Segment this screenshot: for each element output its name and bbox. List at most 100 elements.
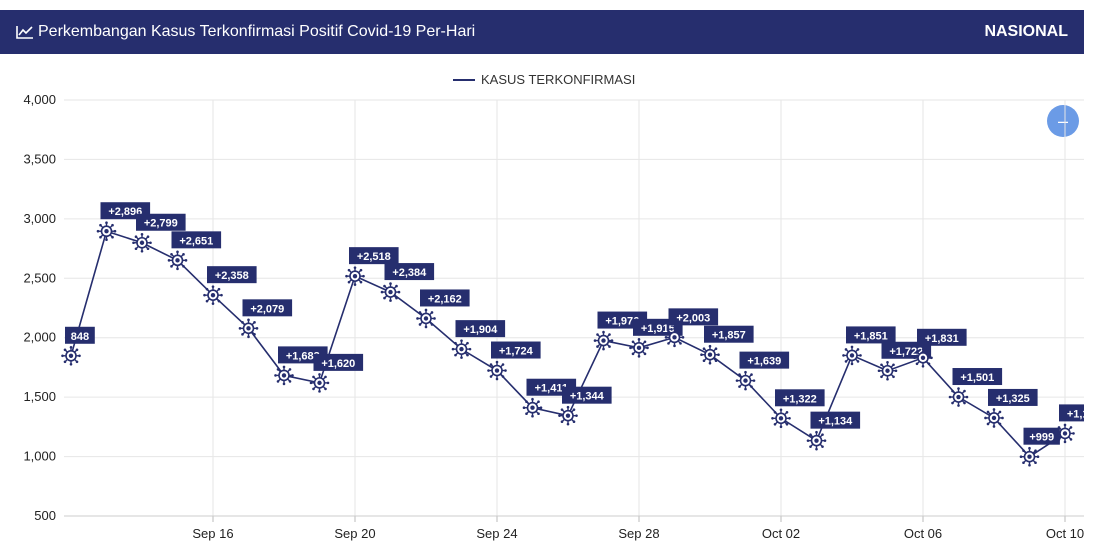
data-label-text: 848 (71, 331, 89, 343)
data-label-text: +2,384 (392, 267, 427, 279)
data-label: 848 (65, 326, 95, 344)
data-label-text: +2,896 (108, 206, 142, 218)
data-point (203, 285, 223, 305)
data-label-text: +1,722 (889, 346, 923, 358)
data-label-text: +999 (1029, 432, 1054, 444)
data-point (984, 408, 1004, 428)
data-point (309, 373, 330, 393)
x-tick-label: Sep 24 (476, 526, 517, 541)
minus-icon: – (1057, 110, 1068, 131)
data-point (61, 345, 81, 366)
data-point (842, 345, 862, 366)
data-label: +1,851 (846, 326, 896, 344)
header-title-group: Perkembangan Kasus Terkonfirmasi Positif… (16, 10, 475, 54)
data-point (451, 339, 472, 359)
data-label-text: +1,683 (286, 350, 320, 362)
data-point (167, 250, 188, 271)
data-label-text: +1,851 (854, 330, 888, 342)
data-point (877, 360, 898, 381)
data-label: +999 (1023, 427, 1060, 445)
data-label-text: +1,639 (747, 356, 781, 368)
data-label-text: +1,915 (641, 323, 675, 335)
data-point (274, 365, 294, 386)
scope-label: NASIONAL (984, 23, 1068, 40)
data-label: +2,162 (420, 289, 470, 307)
data-point (522, 397, 543, 418)
data-point (345, 266, 365, 286)
data-label: +2,079 (242, 299, 293, 317)
y-tick-label: 1,000 (23, 449, 56, 464)
data-point (132, 232, 152, 253)
y-tick-label: 500 (34, 508, 56, 523)
x-tick-label: Oct 10 (1046, 526, 1084, 541)
chart-header: Perkembangan Kasus Terkonfirmasi Positif… (0, 10, 1084, 54)
x-tick-label: Sep 16 (192, 526, 233, 541)
data-label: +2,384 (384, 263, 435, 281)
data-label-text: +1,195 (1067, 408, 1093, 420)
data-label-text: +2,518 (357, 251, 391, 263)
data-label-text: +2,799 (144, 218, 178, 230)
page-title: Perkembangan Kasus Terkonfirmasi Positif… (38, 23, 476, 40)
data-label-text: +2,358 (215, 270, 249, 282)
data-point (380, 282, 401, 302)
data-point (238, 318, 259, 339)
data-label-text: +1,976 (605, 316, 639, 328)
data-point (913, 348, 933, 368)
legend-swatch (453, 78, 475, 81)
data-label-text: +1,325 (996, 393, 1030, 405)
y-tick-label: 4,000 (23, 92, 56, 107)
data-label-text: +2,079 (250, 303, 284, 315)
data-label-text: +1,620 (321, 358, 355, 370)
y-tick-label: 2,500 (23, 270, 56, 285)
data-label: +1,857 (704, 325, 754, 343)
data-point (416, 308, 436, 329)
data-label-text: +2,651 (179, 235, 213, 247)
data-point (948, 387, 969, 407)
data-label: +1,724 (491, 341, 541, 359)
zoom-out-button[interactable]: – (1047, 105, 1079, 137)
data-label: +1,344 (562, 386, 612, 404)
y-tick-label: 2,000 (23, 330, 56, 345)
data-label-text: +2,003 (676, 312, 710, 324)
x-tick-label: Oct 02 (762, 526, 800, 541)
data-label: +1,134 (810, 411, 861, 429)
data-label-text: +1,501 (960, 372, 994, 384)
data-label-text: +1,904 (463, 324, 498, 336)
data-label: +2,003 (668, 308, 719, 326)
data-label-text: +1,724 (499, 346, 534, 358)
data-label: +2,358 (207, 266, 257, 284)
data-point (629, 338, 649, 358)
data-point (558, 405, 578, 426)
data-label-text: +1,322 (783, 393, 817, 405)
data-point (1019, 446, 1040, 467)
data-point (806, 430, 827, 451)
data-point (1055, 423, 1075, 444)
data-label: +2,518 (349, 247, 399, 265)
data-label: +1,322 (775, 389, 825, 407)
data-point (700, 344, 720, 365)
data-point (735, 370, 756, 391)
data-label-text: +1,831 (925, 333, 959, 345)
data-label-text: +1,411 (535, 383, 568, 395)
data-label: +1,904 (455, 320, 506, 338)
data-point (664, 327, 685, 348)
line-chart-icon (16, 26, 33, 39)
y-tick-label: 1,500 (23, 389, 56, 404)
data-label: +1,325 (988, 388, 1038, 406)
data-point (487, 360, 507, 381)
x-tick-label: Sep 20 (334, 526, 375, 541)
data-label-text: +2,162 (428, 293, 462, 305)
data-labels: 848+2,896+2,799+2,651+2,358+2,079+1,683+… (65, 202, 1093, 445)
data-label: +1,831 (917, 328, 967, 346)
y-tick-label: 3,000 (23, 211, 56, 226)
data-label-text: +1,134 (818, 416, 853, 428)
data-point (771, 408, 791, 429)
y-tick-label: 3,500 (23, 151, 56, 166)
data-point (593, 330, 614, 351)
data-label: +1,639 (739, 351, 790, 369)
data-label: +1,195 (1059, 404, 1093, 422)
data-label: +1,620 (313, 353, 364, 371)
chart-legend[interactable]: KASUS TERKONFIRMASI (453, 72, 635, 87)
legend-label: KASUS TERKONFIRMASI (481, 72, 636, 87)
x-tick-label: Oct 06 (904, 526, 942, 541)
